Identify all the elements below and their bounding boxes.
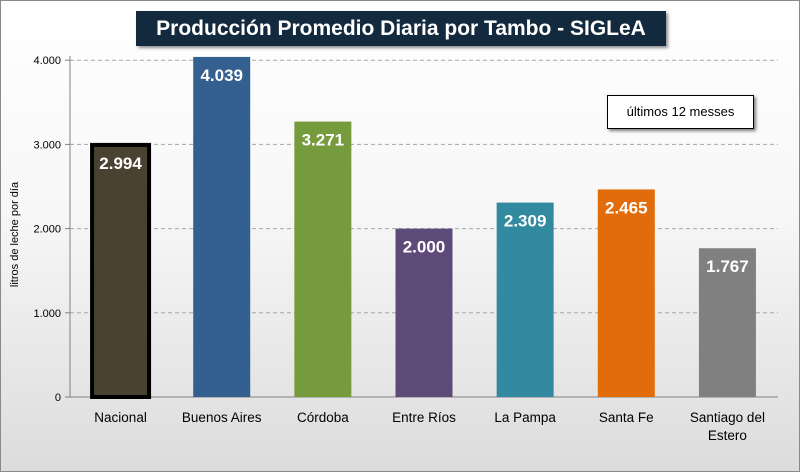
y-tick-label: 2.000 bbox=[33, 224, 61, 236]
bar-6 bbox=[698, 248, 756, 397]
bar-1 bbox=[193, 56, 251, 397]
x-tick-label: Estero bbox=[708, 428, 747, 443]
x-tick-label: La Pampa bbox=[494, 410, 556, 425]
x-tick-label: Santiago del bbox=[690, 410, 765, 425]
x-tick-label: Córdoba bbox=[297, 410, 349, 425]
x-tick-label: Santa Fe bbox=[599, 410, 654, 425]
bar-value-label: 2.309 bbox=[504, 212, 547, 231]
x-tick-label: Buenos Aires bbox=[182, 410, 262, 425]
bar-value-label: 2.465 bbox=[605, 198, 648, 217]
y-tick-label: 1.000 bbox=[33, 308, 61, 320]
y-tick-label: 4.000 bbox=[33, 55, 61, 67]
bar-value-label: 2.000 bbox=[403, 238, 446, 257]
bar-4 bbox=[496, 202, 554, 397]
period-note: últimos 12 messes bbox=[607, 95, 754, 129]
bar-5 bbox=[597, 189, 655, 397]
bar-0 bbox=[90, 142, 152, 399]
y-axis-label: litros de leche por día bbox=[9, 181, 21, 287]
y-tick-label: 3.000 bbox=[33, 139, 61, 151]
x-tick-label: Nacional bbox=[94, 410, 147, 425]
bar-3 bbox=[395, 228, 453, 397]
chart-title: Producción Promedio Diaria por Tambo - S… bbox=[136, 11, 666, 46]
y-tick-label: 0 bbox=[55, 392, 61, 404]
bar-value-label: 1.767 bbox=[706, 257, 749, 276]
x-tick-label: Entre Ríos bbox=[392, 410, 456, 425]
bar-value-label: 4.039 bbox=[200, 66, 243, 85]
bar-2 bbox=[294, 121, 352, 397]
bar-value-label: 2.994 bbox=[99, 154, 142, 173]
bar-value-label: 3.271 bbox=[302, 131, 345, 150]
